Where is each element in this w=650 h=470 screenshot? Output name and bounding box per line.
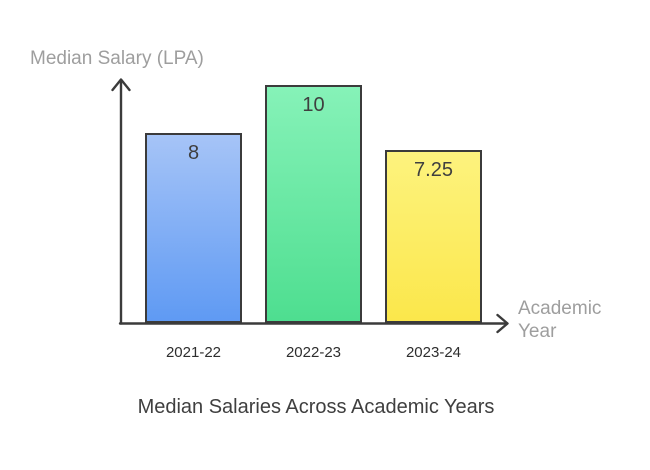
bar: 8: [145, 133, 242, 323]
bar-value-label: 10: [302, 94, 325, 116]
bar: 7.25: [385, 150, 482, 323]
bar-value-label: 7.25: [414, 159, 453, 181]
y-axis-label: Median Salary (LPA): [30, 48, 204, 69]
x-axis-label: Academic Year: [518, 298, 602, 342]
x-tick-label: 2021-22: [165, 344, 222, 361]
x-tick-label: 2022-23: [285, 344, 342, 361]
bar: 10: [265, 85, 362, 323]
bar-value-label: 8: [187, 142, 200, 164]
x-tick-label: 2023-24: [405, 344, 462, 361]
chart-title: Median Salaries Across Academic Years: [137, 396, 495, 418]
